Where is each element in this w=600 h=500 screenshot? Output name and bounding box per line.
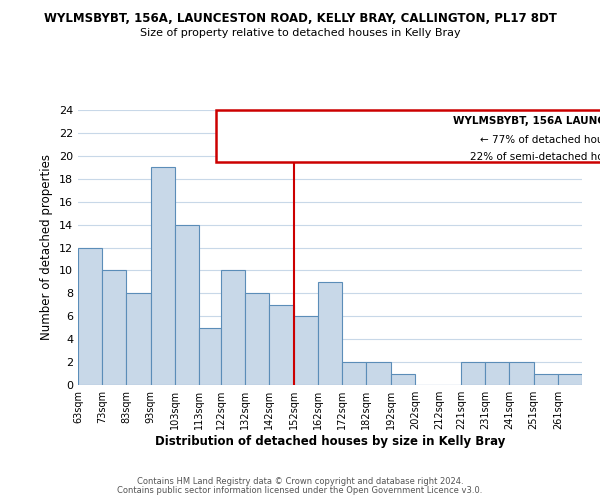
Y-axis label: Number of detached properties: Number of detached properties xyxy=(40,154,53,340)
Bar xyxy=(151,168,175,385)
Text: 22% of semi-detached houses are larger (26) →: 22% of semi-detached houses are larger (… xyxy=(470,152,600,162)
Bar xyxy=(509,362,533,385)
Bar xyxy=(367,362,391,385)
X-axis label: Distribution of detached houses by size in Kelly Bray: Distribution of detached houses by size … xyxy=(155,435,505,448)
Text: Size of property relative to detached houses in Kelly Bray: Size of property relative to detached ho… xyxy=(140,28,460,38)
Bar xyxy=(533,374,558,385)
Bar xyxy=(558,374,582,385)
Text: Contains public sector information licensed under the Open Government Licence v3: Contains public sector information licen… xyxy=(118,486,482,495)
Bar xyxy=(102,270,127,385)
Bar xyxy=(175,224,199,385)
Bar xyxy=(318,282,342,385)
Bar xyxy=(245,294,269,385)
Text: Contains HM Land Registry data © Crown copyright and database right 2024.: Contains HM Land Registry data © Crown c… xyxy=(137,477,463,486)
Bar xyxy=(221,270,245,385)
Bar xyxy=(293,316,318,385)
Bar xyxy=(342,362,367,385)
Bar xyxy=(199,328,221,385)
Text: WYLMSBYBT, 156A LAUNCESTON ROAD: 152sqm: WYLMSBYBT, 156A LAUNCESTON ROAD: 152sqm xyxy=(453,116,600,126)
Text: ← 77% of detached houses are smaller (91): ← 77% of detached houses are smaller (91… xyxy=(481,135,600,145)
Bar xyxy=(127,294,151,385)
Bar xyxy=(461,362,485,385)
Bar xyxy=(269,305,293,385)
Bar xyxy=(78,248,102,385)
Bar xyxy=(485,362,509,385)
Text: WYLMSBYBT, 156A, LAUNCESTON ROAD, KELLY BRAY, CALLINGTON, PL17 8DT: WYLMSBYBT, 156A, LAUNCESTON ROAD, KELLY … xyxy=(44,12,556,26)
Bar xyxy=(391,374,415,385)
